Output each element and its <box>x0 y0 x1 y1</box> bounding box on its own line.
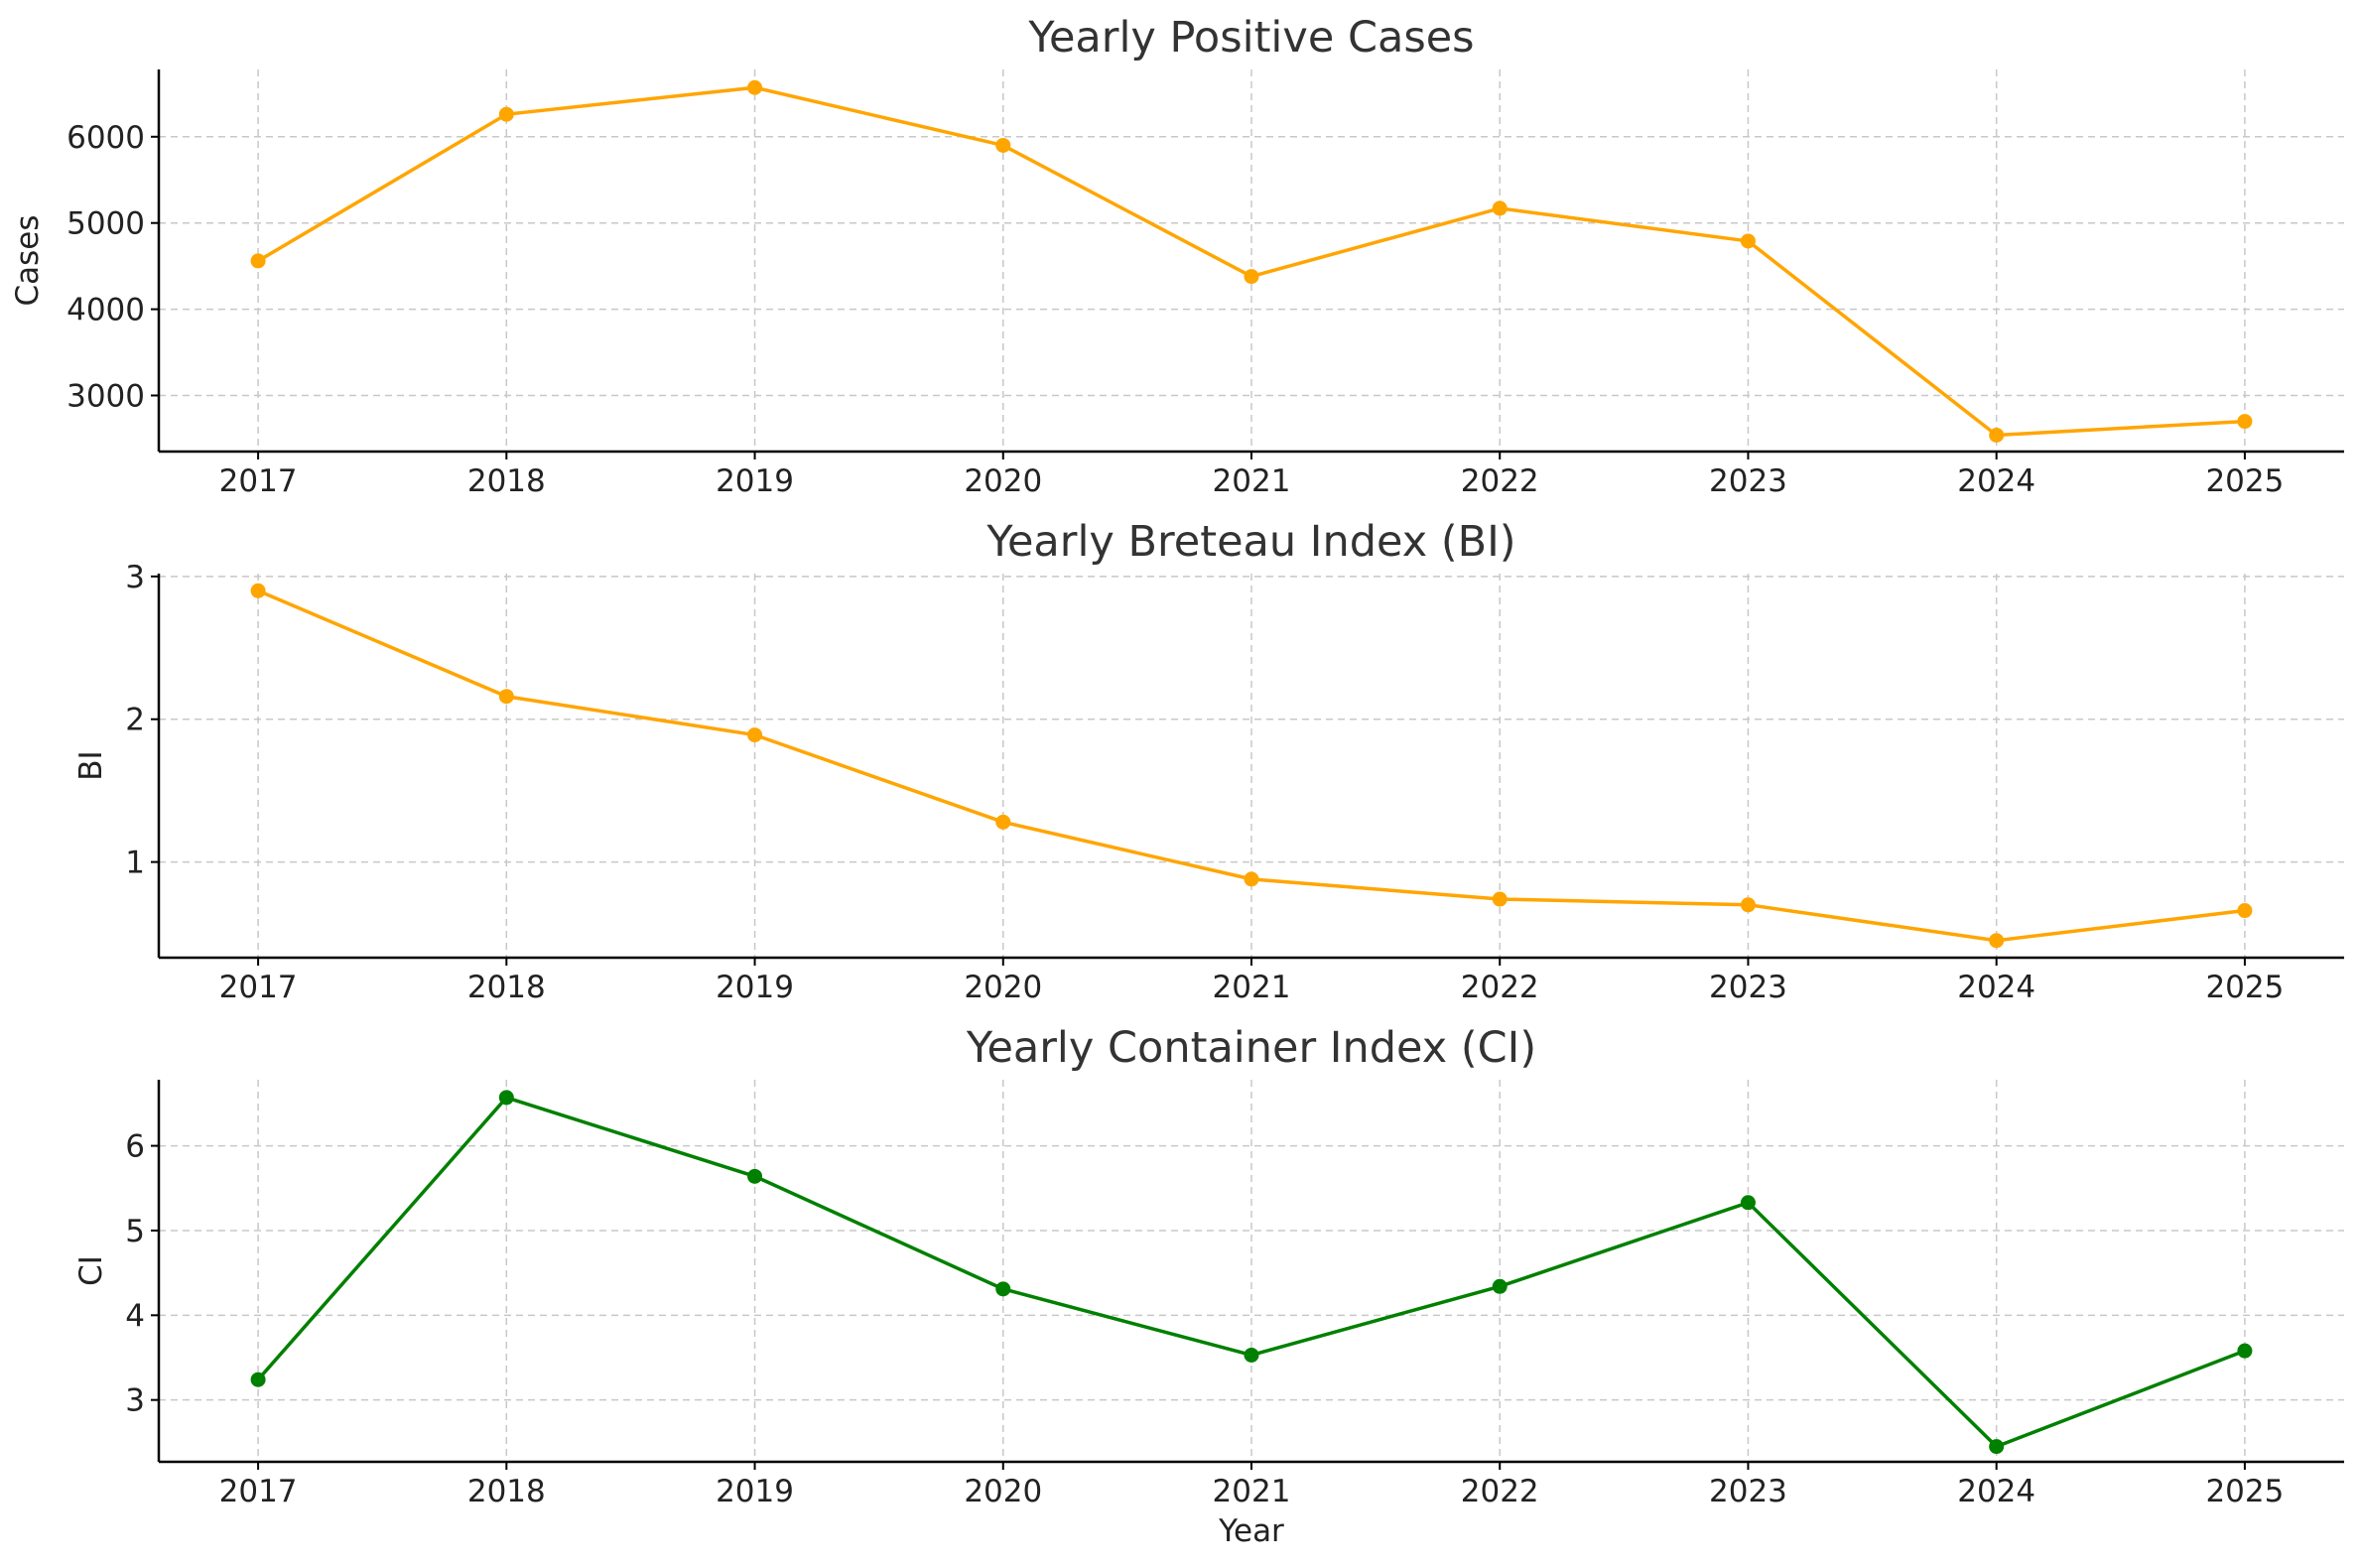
chart-2-y-tick-label: 3 <box>125 560 145 595</box>
chart-3-data-point <box>747 1168 763 1184</box>
chart-2-data-point <box>995 814 1011 830</box>
chart-1-panel: 2017 2018 2019 2020 2021 2022 2023 2024 2025 3000… <box>10 13 2344 499</box>
chart-1-x-tick-label: 2025 <box>2205 463 2284 499</box>
chart-3-x-tick-label: 2019 <box>716 1474 794 1509</box>
chart-2-title: Yearly Breteau Index (BI) <box>985 517 1515 567</box>
chart-2-data-point <box>250 583 266 598</box>
chart-2-x-tick-label: 2017 <box>219 970 298 1005</box>
chart-3-x-tick-label: 2021 <box>1213 1474 1291 1509</box>
chart-1-y-tick-label: 3000 <box>66 379 145 415</box>
chart-2-data-point <box>2237 903 2253 919</box>
chart-1-data-point <box>1989 427 2005 443</box>
chart-2-x-tick-label: 2022 <box>1461 970 1539 1005</box>
chart-2-data-point <box>747 727 763 743</box>
chart-3-data-point <box>2237 1343 2253 1359</box>
chart-3-x-tick-label: 2024 <box>1957 1474 2035 1509</box>
chart-1-data-point <box>1492 200 1508 216</box>
chart-3-x-tick-label: 2017 <box>219 1474 298 1509</box>
chart-1-data-point <box>2237 414 2253 430</box>
chart-3-data-point <box>498 1090 514 1106</box>
chart-1-y-tick-label: 5000 <box>66 206 145 242</box>
chart-1-x-tick-label: 2022 <box>1461 463 1539 499</box>
chart-1-x-tick-label: 2019 <box>716 463 794 499</box>
chart-1-x-tick-label: 2018 <box>467 463 546 499</box>
chart-2-ylabel: BI <box>73 750 109 780</box>
chart-2-y-tick-label: 2 <box>125 703 145 738</box>
chart-3-data-point <box>1244 1347 1259 1363</box>
chart-2-y-tick-label: 1 <box>125 846 145 881</box>
chart-3-title: Yearly Container Index (CI) <box>966 1023 1536 1073</box>
chart-2-data-point <box>1492 891 1508 907</box>
chart-3-y-tick-label: 6 <box>125 1129 145 1165</box>
chart-3-y-tick-label: 5 <box>125 1214 145 1249</box>
chart-2-data-point <box>1244 871 1259 887</box>
chart-2-x-tick-label: 2021 <box>1213 970 1291 1005</box>
chart-2-panel: 2017 2018 2019 2020 2021 2022 2023 2024 2025 1 2 3 Y… <box>73 517 2344 1005</box>
chart-2-x-tick-label: 2025 <box>2205 970 2284 1005</box>
chart-1-data-point <box>250 253 266 269</box>
chart-2-x-tick-label: 2023 <box>1709 970 1787 1005</box>
chart-3-x-tick-label: 2022 <box>1461 1474 1539 1509</box>
chart-3-x-tick-label: 2023 <box>1709 1474 1787 1509</box>
chart-3-data-point <box>1492 1278 1508 1294</box>
chart-2-data-point <box>1740 897 1756 913</box>
chart-3-data-point <box>1740 1195 1756 1211</box>
chart-1-data-point <box>498 106 514 122</box>
chart-2-x-tick-label: 2018 <box>467 970 546 1005</box>
chart-1-x-tick-label: 2024 <box>1957 463 2035 499</box>
chart-3-x-tick-label: 2018 <box>467 1474 546 1509</box>
chart-1-title: Yearly Positive Cases <box>1027 13 1474 63</box>
chart-2-data-point <box>498 689 514 705</box>
chart-3-xlabel: Year <box>1218 1513 1284 1549</box>
chart-3-data-point <box>1989 1439 2005 1455</box>
chart-1-data-point <box>1244 269 1259 285</box>
chart-1-data-point <box>747 79 763 95</box>
chart-3-data-point <box>995 1281 1011 1297</box>
chart-3-x-tick-label: 2025 <box>2205 1474 2284 1509</box>
chart-2-x-tick-label: 2024 <box>1957 970 2035 1005</box>
chart-1-ylabel: Cases <box>10 214 46 306</box>
chart-2-x-tick-label: 2020 <box>964 970 1042 1005</box>
chart-1-x-tick-label: 2021 <box>1213 463 1291 499</box>
chart-3-ylabel: CI <box>73 1255 109 1286</box>
chart-3-y-tick-label: 4 <box>125 1298 145 1334</box>
chart-1-y-tick-label: 4000 <box>66 293 145 328</box>
chart-1-x-tick-label: 2023 <box>1709 463 1787 499</box>
chart-1-x-tick-label: 2017 <box>219 463 298 499</box>
chart-3-data-point <box>250 1372 266 1387</box>
chart-3-y-tick-label: 3 <box>125 1383 145 1419</box>
chart-3-panel: 2017 2018 2019 2020 2021 2022 2023 2024 2025 3 4 5 6… <box>73 1023 2344 1549</box>
chart-2-x-tick-label: 2019 <box>716 970 794 1005</box>
chart-3-x-tick-label: 2020 <box>964 1474 1042 1509</box>
chart-1-x-tick-label: 2020 <box>964 463 1042 499</box>
chart-1-data-point <box>995 137 1011 153</box>
chart-1-y-tick-label: 6000 <box>66 120 145 156</box>
chart-2-data-point <box>1989 933 2005 949</box>
chart-1-data-point <box>1740 233 1756 249</box>
